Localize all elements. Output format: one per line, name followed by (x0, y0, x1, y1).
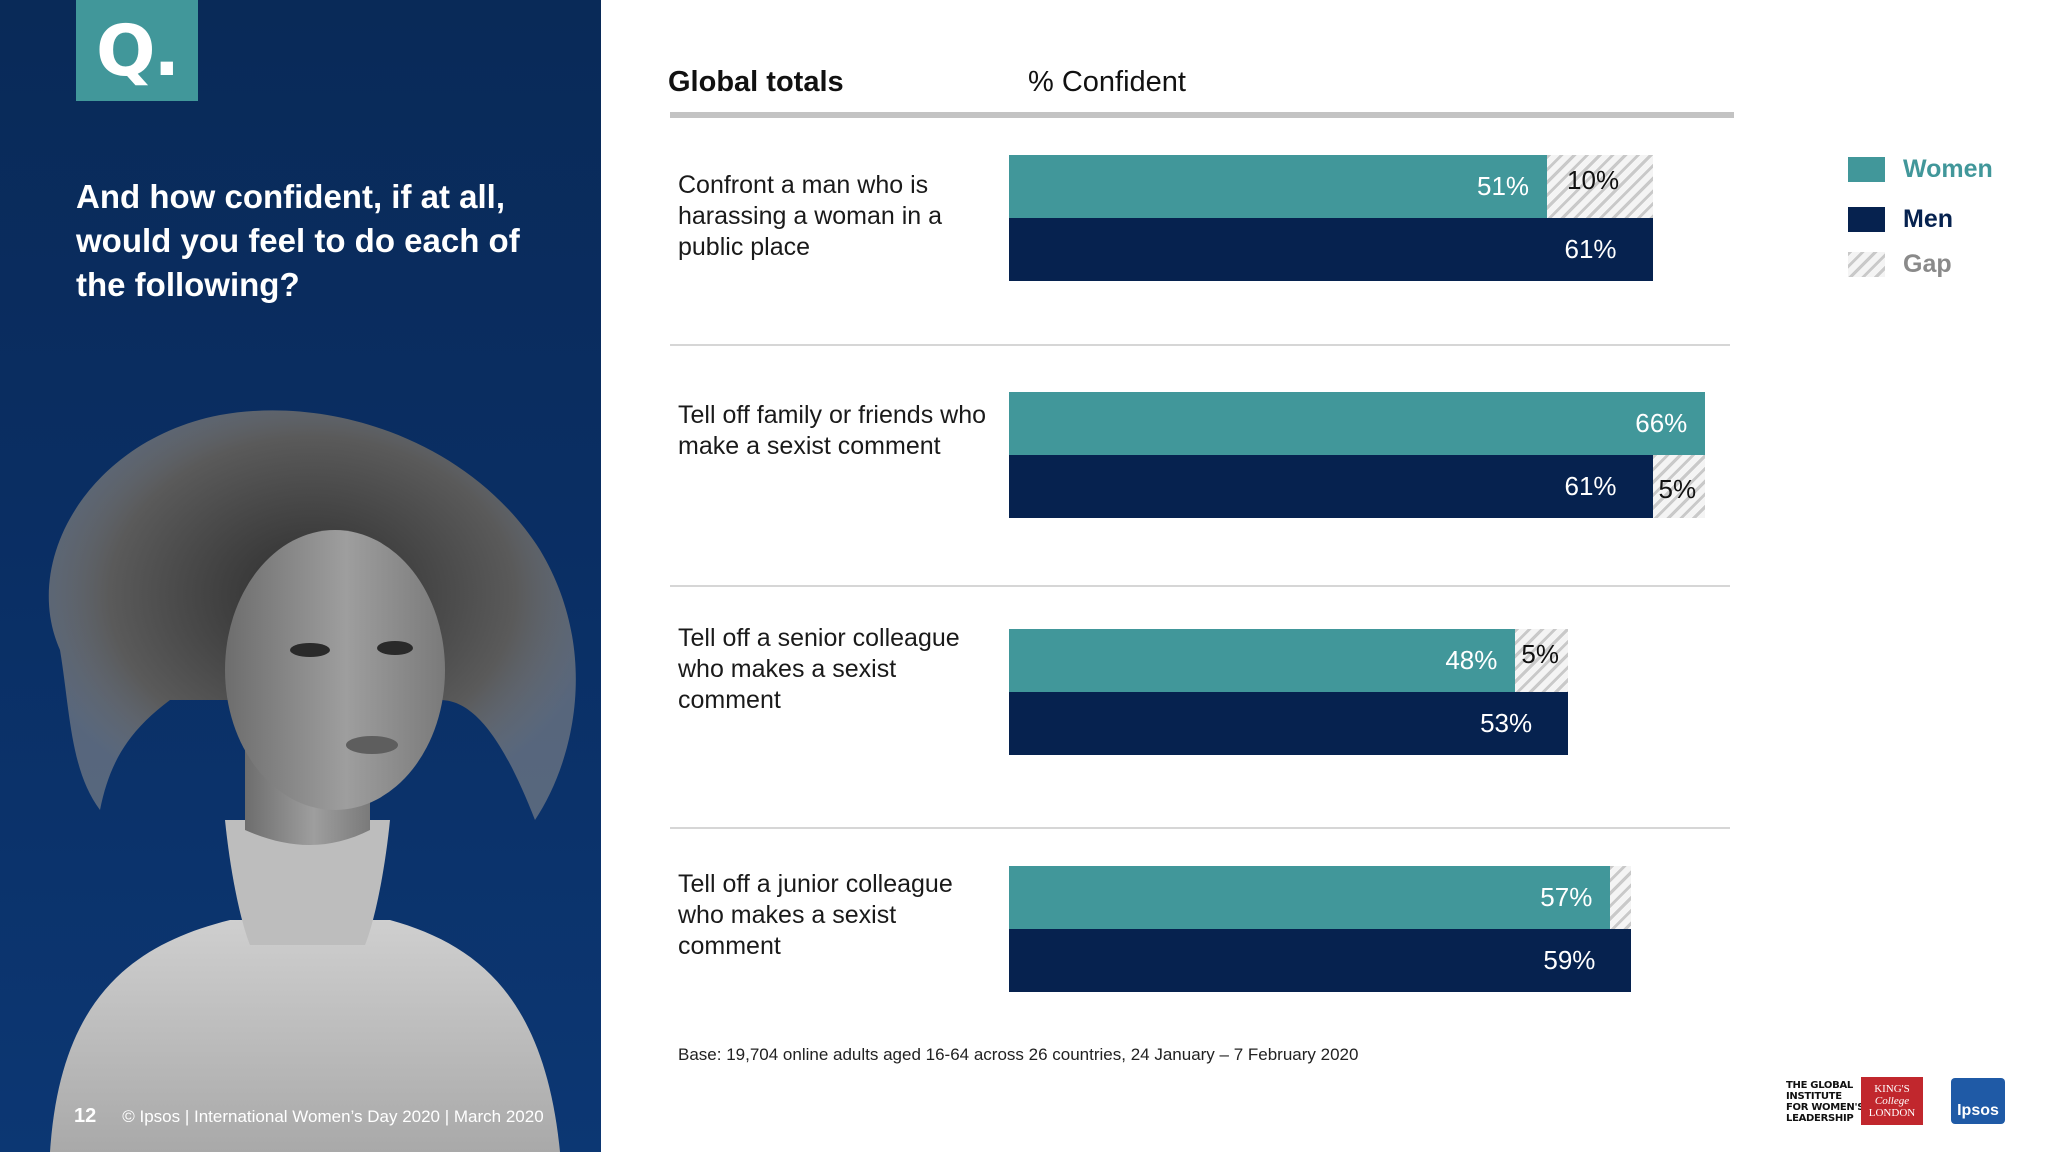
q-badge: Q. (76, 0, 198, 101)
giwl-logo-line: FOR WOMEN'S (1786, 1102, 1865, 1113)
kcl-logo-line: LONDON (1868, 1107, 1916, 1119)
giwl-logo: THE GLOBAL INSTITUTE FOR WOMEN'S LEADERS… (1786, 1080, 1864, 1124)
base-note: Base: 19,704 online adults aged 16-64 ac… (678, 1045, 1359, 1064)
bar-gap (1515, 629, 1569, 692)
row-separator (670, 827, 1730, 829)
bar-label-gap: 5% (1658, 474, 1697, 504)
bar-gap (1652, 455, 1706, 518)
legend-item-women: Women (1848, 155, 1993, 184)
bar-label-men: 53% (1480, 708, 1533, 738)
row-separator (670, 585, 1730, 587)
giwl-logo-line: THE GLOBAL (1786, 1080, 1853, 1091)
chart-subtitle: % Confident (1028, 66, 1186, 98)
kcl-logo-line: College (1874, 1095, 1910, 1107)
legend-label-men: Men (1903, 205, 1953, 233)
legend-item-men: Men (1848, 205, 1953, 234)
row-separator (670, 344, 1730, 346)
category-label: Tell off family or friends who make a se… (678, 401, 986, 460)
legend-item-gap: Gap (1848, 250, 1952, 279)
bar-label-men: 61% (1564, 234, 1617, 264)
page-number: 12 (74, 1105, 97, 1127)
footer-text: © Ipsos | International Women’s Day 2020… (122, 1106, 544, 1126)
legend-swatch-gap (1848, 252, 1885, 277)
bar-gap (1547, 155, 1653, 218)
kings-college-logo: KING'S College LONDON (1861, 1077, 1923, 1125)
kcl-logo-line: KING'S (1874, 1083, 1910, 1095)
category-label: Tell off a senior colleague who makes a … (678, 624, 960, 714)
bar-label-gap: 5% (1521, 639, 1559, 669)
bar-label-women: 66% (1635, 408, 1688, 438)
bar-men (1009, 455, 1653, 518)
bar-women (1009, 866, 1611, 929)
bar-women (1009, 392, 1706, 455)
bar-label-gap: 10% (1567, 165, 1620, 195)
bar-label-men: 59% (1543, 945, 1596, 975)
bar-label-women: 51% (1477, 171, 1530, 201)
question-text: And how confident, if at all, would you … (76, 178, 520, 303)
legend-label-women: Women (1903, 155, 1993, 183)
category-label: Confront a man who is harassing a woman … (678, 171, 943, 261)
giwl-logo-line: INSTITUTE (1786, 1091, 1842, 1102)
footer: 12 © Ipsos | International Women’s Day 2… (74, 1105, 544, 1128)
left-panel: Q. And how confident, if at all, would y… (0, 0, 601, 1152)
bar-women (1009, 629, 1516, 692)
bar-men (1009, 929, 1632, 992)
bar-women (1009, 155, 1548, 218)
bar-label-men: 61% (1564, 471, 1617, 501)
ipsos-logo: Ipsos (1951, 1078, 2005, 1124)
bar-men (1009, 218, 1653, 281)
portrait-image (48, 410, 576, 1152)
category-label: Tell off a junior colleague who makes a … (678, 870, 953, 960)
bar-men (1009, 692, 1569, 755)
giwl-logo-line: LEADERSHIP (1786, 1113, 1854, 1124)
legend-swatch-men (1848, 207, 1885, 232)
bar-gap (1610, 866, 1632, 929)
legend-label-gap: Gap (1903, 250, 1952, 278)
header-rule (670, 112, 1734, 118)
bar-label-women: 48% (1445, 645, 1498, 675)
chart-title: Global totals (668, 66, 844, 98)
legend-swatch-women (1848, 157, 1885, 182)
bar-label-women: 57% (1540, 882, 1593, 912)
